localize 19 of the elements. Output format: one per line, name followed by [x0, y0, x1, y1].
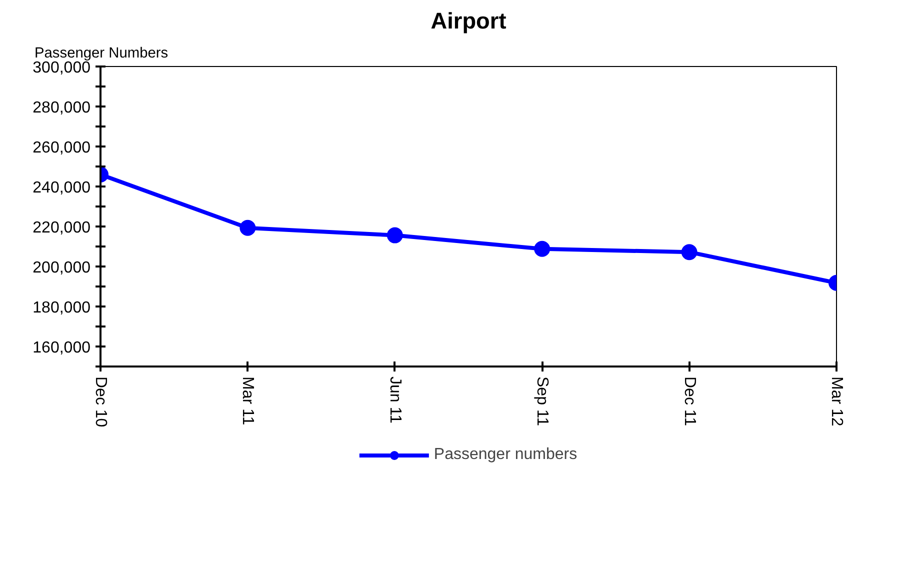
point: [534, 240, 550, 257]
x-tick-label: Mar 11: [239, 376, 256, 426]
x-tick-label: Jun 11: [386, 376, 404, 424]
x-tick-label: Dec 10: [92, 376, 109, 428]
y-tick-label: 280,000: [32, 100, 91, 116]
y-tick-label: 180,000: [32, 300, 91, 316]
y-tick-label: 240,000: [32, 180, 91, 196]
x-tick-label: Mar 12: [828, 376, 845, 426]
y-tick-label: 200,000: [32, 260, 91, 276]
point: [386, 227, 403, 244]
y-tick-label: 300,000: [32, 60, 91, 76]
x-tick-label: Sep 11: [534, 376, 551, 426]
y-axis-title: Passenger Numbers: [34, 46, 168, 62]
chart-title: Airport: [430, 8, 507, 34]
x-tick-label: Dec 11: [680, 376, 698, 426]
legend-label: Passenger numbers: [434, 445, 578, 465]
y-tick-label: 160,000: [32, 340, 91, 356]
y-tick-label: 220,000: [32, 220, 91, 236]
y-tick-label: 260,000: [32, 140, 91, 156]
